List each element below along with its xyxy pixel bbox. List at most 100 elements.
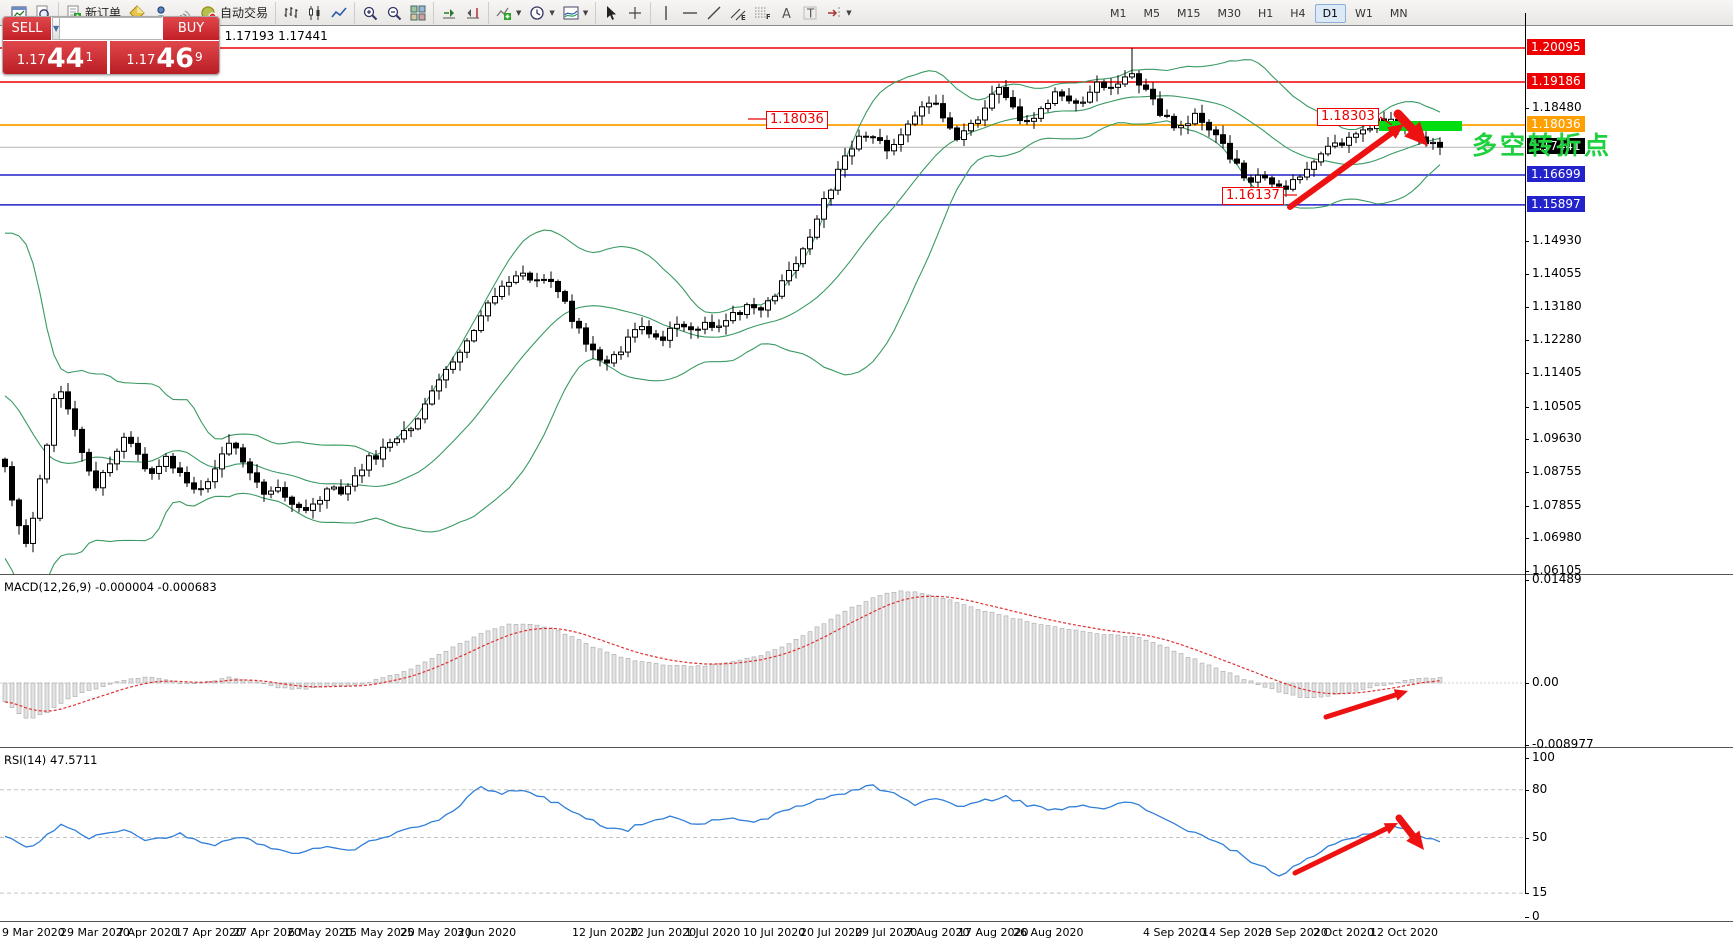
autoscroll-icon	[443, 8, 456, 18]
trendline-button[interactable]	[702, 1, 726, 25]
price-axis-flag: 1.17441	[1527, 138, 1585, 155]
text-button[interactable]: A	[774, 1, 798, 25]
axis-tick-mark	[1525, 471, 1529, 473]
indicators-button[interactable]: ▼	[492, 1, 525, 25]
chevron-down-icon[interactable]: ▼	[516, 8, 522, 17]
price-axis-label: 80	[1532, 781, 1548, 796]
date-axis-label: 2 Oct 2020	[1313, 926, 1375, 939]
cross-icon	[629, 6, 642, 19]
svg-text:A: A	[782, 7, 791, 21]
price-axis-flag: 1.20095	[1527, 39, 1585, 55]
timeframe-mn[interactable]: MN	[1389, 6, 1408, 20]
candlestick-chart-button[interactable]	[303, 1, 327, 25]
price-axis-label: 1.13180	[1532, 298, 1582, 313]
toolbar-group: ▼ ▼ ▼	[488, 1, 595, 25]
sell-price-display[interactable]: 1.17 44 1	[3, 41, 110, 74]
date-axis-label: 23 Sep 2020	[1258, 926, 1328, 939]
text-label-button[interactable]: T	[798, 1, 822, 25]
vertical-line-button[interactable]	[654, 1, 678, 25]
axis-tick-mark	[1525, 108, 1529, 110]
timeframe-h4[interactable]: H4	[1290, 6, 1306, 20]
date-axis-label: 22 Jun 2020	[630, 926, 697, 939]
flag-1-18036[interactable]: 1.18036	[766, 111, 828, 129]
price-axis-label: 0	[1532, 909, 1540, 923]
cursor-button[interactable]	[599, 1, 623, 25]
flag-1-18303[interactable]: 1.18303	[1317, 108, 1379, 126]
date-axis-label: 25 May 2020	[400, 926, 472, 939]
shapes-button[interactable]: ▼	[822, 1, 855, 25]
timeframe-h1[interactable]: H1	[1258, 6, 1274, 20]
chevron-down-icon[interactable]: ▼	[582, 8, 589, 17]
price-axis-border	[1525, 13, 1526, 894]
crosshair-button[interactable]	[623, 1, 647, 25]
sell-button[interactable]: SELL	[3, 17, 52, 40]
price-axis-flag: 1.19186	[1527, 72, 1585, 89]
price-axis-label: 0.01489	[1532, 572, 1582, 587]
price-axis-label: 1.06980	[1532, 530, 1582, 545]
toolbar-group	[595, 1, 650, 25]
price-axis-label: 100	[1532, 750, 1555, 764]
chart-shift-button[interactable]	[461, 1, 485, 25]
axis-tick-mark	[1525, 241, 1529, 243]
sell-price-pipette: 1	[85, 50, 94, 64]
timeframe-m15[interactable]: M15	[1177, 6, 1201, 20]
auto-scroll-button[interactable]	[437, 1, 461, 25]
zoom-in-button[interactable]	[358, 1, 382, 25]
chevron-down-icon[interactable]: ▼	[549, 8, 555, 17]
price-axis-flag: 1.15897	[1527, 195, 1585, 212]
date-axis-label: 9 Mar 2020	[2, 926, 65, 939]
date-axis-label: 29 Mar 2020	[60, 926, 130, 939]
price-axis-label: 1.11405	[1532, 364, 1582, 379]
svg-text:E: E	[741, 14, 746, 21]
zoomin-icon	[363, 6, 378, 20]
buy-price-pipette: 9	[194, 50, 203, 64]
axis-tick-mark	[1525, 744, 1529, 746]
buy-button[interactable]: BUY	[162, 17, 219, 40]
periods-button[interactable]: ▼	[525, 1, 558, 25]
axis-tick-mark	[1525, 570, 1529, 572]
svg-text:F: F	[766, 13, 770, 21]
date-axis-label: 10 Jul 2020	[743, 926, 806, 939]
date-axis-label: 1 Jul 2020	[685, 926, 741, 939]
date-axis-label: 12 Oct 2020	[1370, 926, 1439, 939]
date-axis-label: 17 Apr 2020	[175, 926, 244, 939]
bar-chart-button[interactable]	[279, 1, 303, 25]
equidistant-channel-button[interactable]: E	[726, 1, 750, 25]
price-axis-flag: 1.18036	[1527, 115, 1585, 132]
axis-tick-mark	[1525, 372, 1529, 374]
price-axis-label: 1.09630	[1532, 431, 1582, 446]
toolbar-group	[354, 1, 433, 25]
volume-decrease-button[interactable]: ▼	[52, 17, 61, 40]
cursor-icon	[607, 5, 617, 20]
chevron-down-icon[interactable]: ▼	[846, 8, 852, 17]
macd-panel-canvas[interactable]	[0, 577, 1733, 747]
tile-windows-button[interactable]	[406, 1, 430, 25]
timeframe-m5[interactable]: M5	[1143, 6, 1161, 20]
line-chart-button[interactable]	[327, 1, 351, 25]
axis-tick-mark	[1525, 758, 1529, 759]
timeframe-m30[interactable]: M30	[1217, 6, 1242, 20]
timeframe-m1[interactable]: M1	[1110, 6, 1127, 20]
horizontal-line-button[interactable]	[678, 1, 702, 25]
templates-button[interactable]: ▼	[559, 1, 592, 25]
timeframe-w1[interactable]: W1	[1355, 6, 1373, 20]
price-chart-canvas[interactable]	[0, 40, 1733, 574]
shapes-icon	[828, 6, 840, 19]
date-axis-label: 27 Apr 2020	[233, 926, 302, 939]
shift-icon	[467, 7, 480, 18]
autotrading-button-label: 自动交易	[220, 6, 269, 20]
price-axis-label: 1.18480	[1532, 100, 1582, 115]
bars-icon	[284, 6, 298, 18]
rsi-panel-canvas[interactable]	[0, 750, 1733, 921]
buy-price-display[interactable]: 1.17 46 9	[110, 41, 219, 74]
zoom-out-button[interactable]	[382, 1, 406, 25]
timeframe-d1[interactable]: D1	[1314, 3, 1347, 23]
flag-1-16137[interactable]: 1.16137	[1222, 187, 1284, 205]
fibonacci-button[interactable]: F	[750, 1, 774, 25]
svg-text:T: T	[806, 6, 815, 20]
axis-tick-mark	[1525, 306, 1529, 308]
sell-price-prefix: 1.17	[16, 53, 46, 68]
new-chart-button[interactable]	[7, 1, 31, 25]
axis-tick-mark	[1525, 789, 1529, 791]
